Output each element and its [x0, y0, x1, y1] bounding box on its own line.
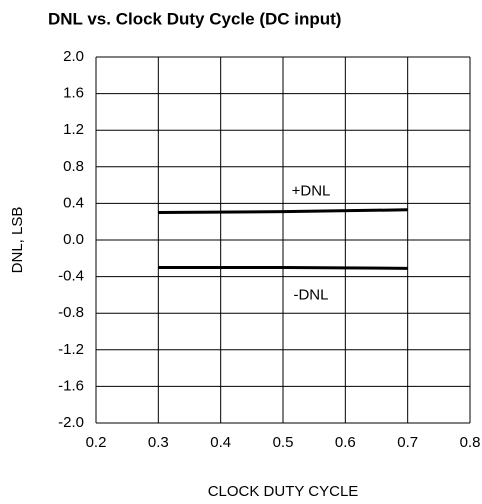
series-label: -DNL [293, 286, 328, 303]
y-tick-label: -1.2 [58, 341, 84, 358]
x-axis-label: CLOCK DUTY CYCLE [208, 483, 359, 500]
data-line [158, 265, 408, 270]
series-label: +DNL [292, 183, 331, 200]
x-tick-label: 0.7 [397, 434, 418, 451]
x-tick-label: 0.5 [273, 434, 294, 451]
y-axis-label: DNL, LSB [9, 207, 26, 274]
y-tick-label: -0.4 [58, 268, 84, 285]
y-tick-label: 2.0 [63, 48, 84, 65]
y-tick-label: -2.0 [58, 414, 84, 431]
x-tick-label: 0.3 [148, 434, 169, 451]
chart-title: DNL vs. Clock Duty Cycle (DC input) [48, 9, 341, 28]
y-tick-label: 0.0 [63, 231, 84, 248]
x-tick-label: 0.6 [335, 434, 356, 451]
x-tick-label: 0.2 [86, 434, 107, 451]
data-line [158, 208, 408, 215]
x-tick-label: 0.8 [460, 434, 481, 451]
y-tick-label: -0.8 [58, 304, 84, 321]
y-tick-label: -1.6 [58, 377, 84, 394]
x-tick-label: 0.4 [210, 434, 231, 451]
y-tick-label: 0.8 [63, 158, 84, 175]
y-tick-label: 0.4 [63, 194, 84, 211]
y-tick-label: 1.6 [63, 85, 84, 102]
y-tick-label: 1.2 [63, 121, 84, 138]
